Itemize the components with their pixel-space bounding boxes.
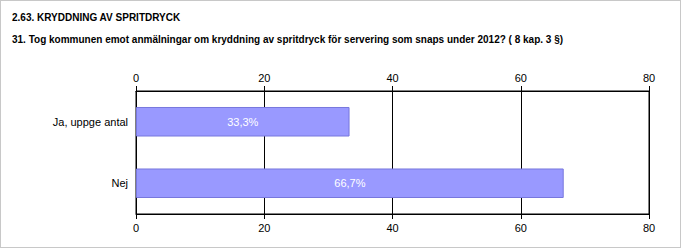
svg-text:40: 40 (386, 72, 398, 84)
svg-text:20: 20 (258, 222, 270, 234)
svg-text:60: 60 (515, 72, 527, 84)
svg-text:40: 40 (386, 222, 398, 234)
svg-text:31. Tog kommunen emot anmälnin: 31. Tog kommunen emot anmälningar om kry… (12, 34, 563, 45)
svg-text:0: 0 (133, 222, 139, 234)
svg-text:60: 60 (515, 222, 527, 234)
svg-text:80: 80 (643, 222, 655, 234)
svg-text:Ja, uppge antal: Ja, uppge antal (53, 116, 128, 128)
svg-text:Nej: Nej (111, 177, 128, 189)
svg-text:2.63. KRYDDNING AV SPRITDRYCK: 2.63. KRYDDNING AV SPRITDRYCK (12, 12, 181, 23)
svg-text:33,3%: 33,3% (227, 116, 258, 128)
svg-text:0: 0 (133, 72, 139, 84)
svg-text:20: 20 (258, 72, 270, 84)
svg-text:66,7%: 66,7% (334, 177, 365, 189)
svg-text:80: 80 (643, 72, 655, 84)
